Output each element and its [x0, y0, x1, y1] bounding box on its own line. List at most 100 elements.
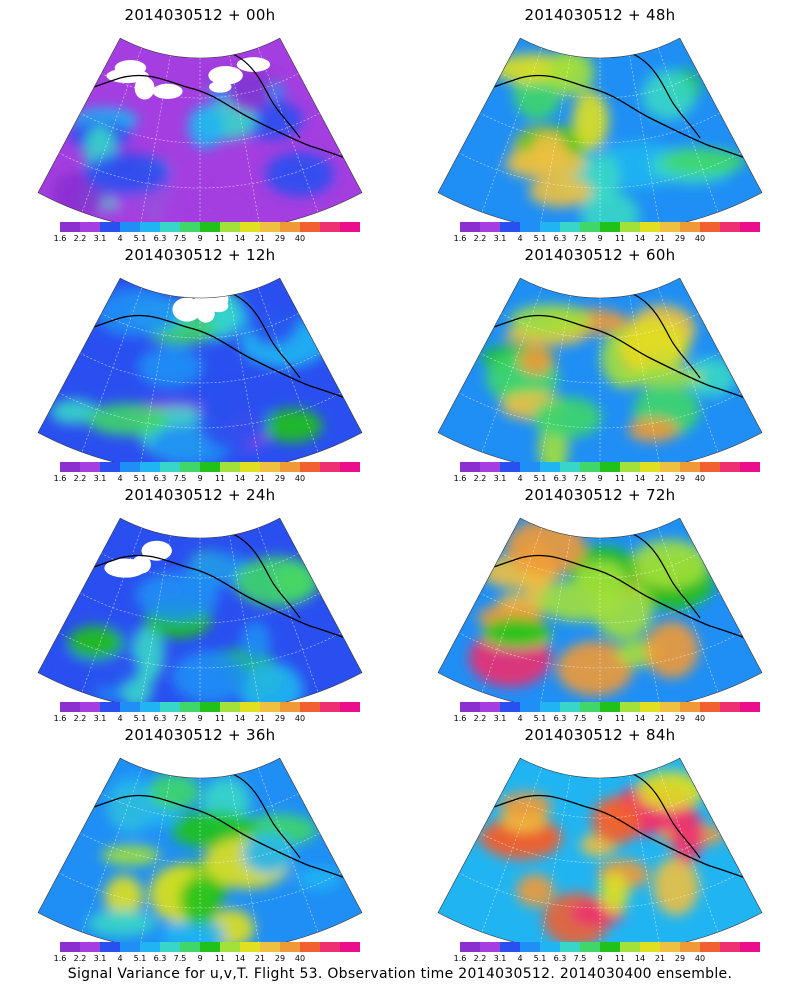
colorbar-tick-label: 14	[234, 474, 246, 483]
colorbar-swatch	[620, 222, 640, 232]
colorbar-tick-label: 40	[694, 954, 706, 963]
colorbar-swatch	[700, 462, 720, 472]
colorbar-swatch	[100, 942, 120, 952]
coastline	[438, 74, 762, 169]
parallel-line	[459, 632, 741, 669]
colorbar-tick-label: 2.2	[473, 234, 487, 243]
colorbar-tick-label: 6.3	[553, 714, 567, 723]
colorbar-swatch	[460, 702, 480, 712]
variance-blob	[591, 796, 642, 845]
colorbar-swatch	[560, 222, 580, 232]
colorbar-tick-label: 40	[294, 234, 306, 243]
variance-blob	[619, 319, 690, 374]
meridian-line	[629, 775, 661, 948]
colorbar-swatch	[60, 702, 80, 712]
colorbar-tick-label: 11	[214, 954, 226, 963]
colorbar-tick-label: 40	[694, 234, 706, 243]
colorbar-swatch	[240, 702, 260, 712]
colorbar-tick-label: 21	[654, 234, 666, 243]
map-field	[37, 757, 363, 948]
colorbar-swatch	[320, 942, 340, 952]
colorbar-tick-label: 1.6	[53, 474, 67, 483]
colorbar-tick-label: 5.1	[533, 714, 547, 723]
meridian-line	[229, 295, 261, 468]
map-field	[37, 37, 363, 228]
variance-blob	[242, 833, 295, 874]
colorbar-tick-label: 9	[597, 234, 603, 243]
colorbar-swatch	[140, 462, 160, 472]
colorbar-tick-label: 2.2	[473, 474, 487, 483]
variance-blob	[296, 867, 341, 890]
map-field	[437, 757, 763, 948]
meridian-line	[81, 527, 143, 693]
colorbar-tick-label: 14	[234, 954, 246, 963]
colorbar	[460, 942, 760, 952]
colorbar-swatch	[140, 702, 160, 712]
colorbar-swatch	[180, 702, 200, 712]
colorbar-ticks: 1.6 2.2 3.1 4 5.1 6.3 7.5 9 11 14 21 29 40	[454, 234, 760, 244]
variance-blob	[622, 367, 705, 388]
colorbar-tick-label: 9	[197, 714, 203, 723]
colorbar-swatch	[220, 942, 240, 952]
colorbar-tick-label: 7.5	[573, 714, 587, 723]
variance-blob	[653, 857, 699, 916]
colorbar-tick-label: 3.1	[93, 954, 107, 963]
map-field	[37, 277, 363, 468]
colorbar-swatch	[60, 462, 80, 472]
colorbar-swatch	[700, 702, 720, 712]
parallel-line	[59, 392, 341, 429]
colorbar-tick-label: 7.5	[173, 474, 187, 483]
variance-blob	[241, 621, 270, 662]
parallel-line	[480, 352, 720, 384]
colorbar-swatch	[80, 702, 100, 712]
missing-data-patch	[208, 66, 243, 85]
colorbar-swatch	[540, 702, 560, 712]
colorbar-swatch	[180, 462, 200, 472]
colorbar-swatch	[660, 222, 680, 232]
meridian-line	[657, 767, 719, 933]
colorbar-swatch	[220, 462, 240, 472]
colorbar-swatch	[700, 222, 720, 232]
meridian-line	[539, 55, 571, 228]
colorbar-tick-label: 21	[654, 714, 666, 723]
variance-blob	[67, 625, 124, 660]
colorbar-swatch	[520, 222, 540, 232]
variance-blobs	[51, 70, 334, 223]
variance-blob	[197, 391, 269, 450]
colorbar-swatch	[580, 942, 600, 952]
colorbar-tick-label: 14	[234, 234, 246, 243]
variance-blob	[505, 519, 586, 576]
colorbar-tick-label: 29	[674, 954, 686, 963]
colorbar-tick-label: 11	[214, 714, 226, 723]
colorbar-tick-label: 9	[197, 234, 203, 243]
colorbar-tick-label: 6.3	[553, 954, 567, 963]
colorbar-swatch	[100, 702, 120, 712]
meridian-line	[481, 767, 543, 933]
colorbar	[460, 702, 760, 712]
missing-data-patch	[209, 81, 232, 93]
missing-data-patch	[236, 57, 271, 72]
meridian-line	[139, 55, 171, 228]
colorbar-tick-label: 40	[294, 714, 306, 723]
colorbar-tick-label: 29	[274, 954, 286, 963]
colorbar-swatch	[720, 222, 740, 232]
meridian-line	[629, 295, 661, 468]
variance-blob	[187, 105, 225, 149]
colorbar-swatch	[340, 222, 360, 232]
variance-blob	[87, 403, 169, 436]
colorbar-tick-label: 29	[674, 714, 686, 723]
colorbar-tick-label: 14	[634, 234, 646, 243]
variance-blob	[148, 773, 200, 810]
colorbar-swatch	[60, 222, 80, 232]
colorbar-tick-label: 21	[254, 714, 266, 723]
variance-blob	[556, 640, 634, 696]
colorbar-tick-label: 5.1	[133, 954, 147, 963]
colorbar-swatch	[160, 222, 180, 232]
variance-blob	[87, 910, 156, 937]
colorbar-swatch	[160, 942, 180, 952]
coastline	[38, 74, 362, 169]
colorbar-ticks: 1.6 2.2 3.1 4 5.1 6.3 7.5 9 11 14 21 29 40	[454, 474, 760, 484]
colorbar-swatch	[500, 462, 520, 472]
colorbar-swatch	[740, 222, 760, 232]
colorbar-swatch	[200, 222, 220, 232]
